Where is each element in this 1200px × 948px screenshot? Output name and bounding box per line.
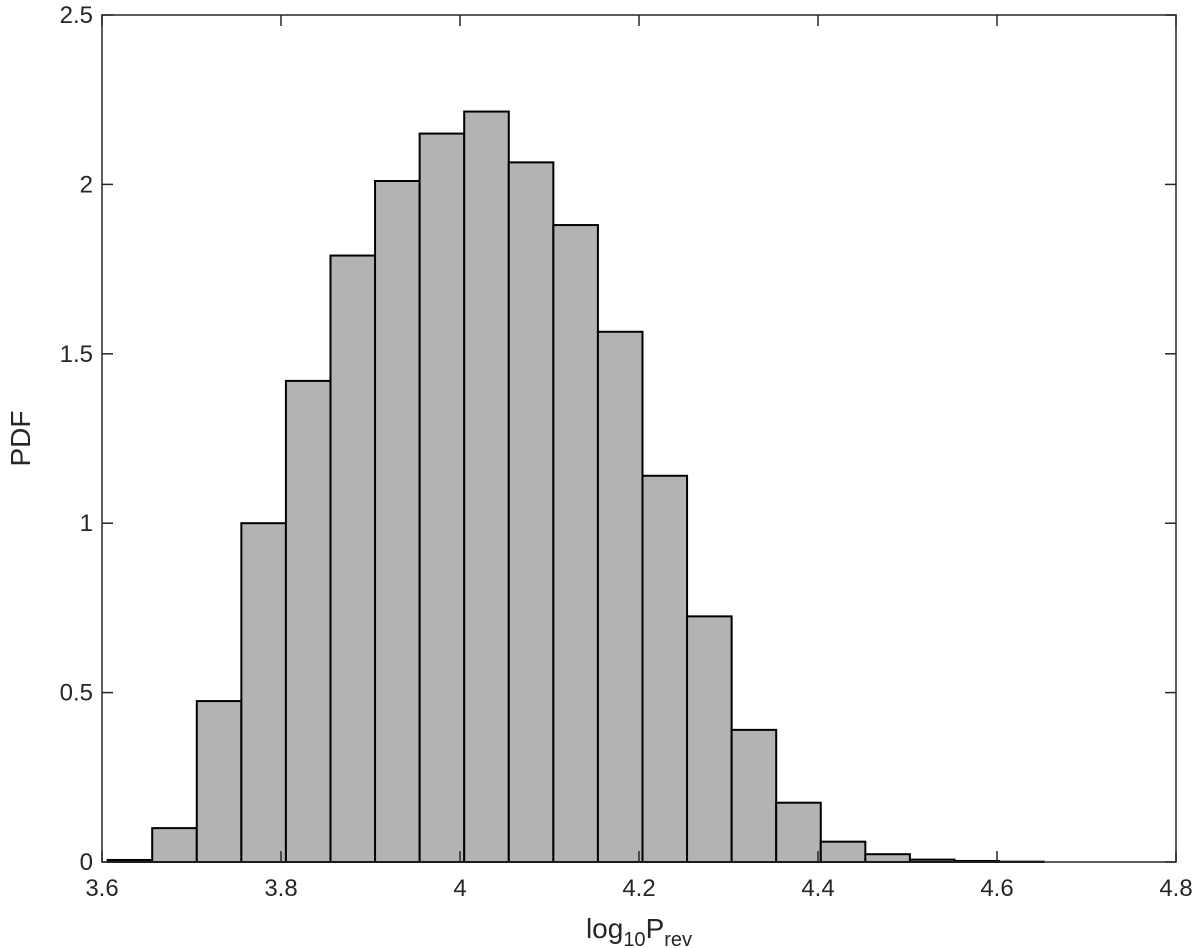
x-axis-label-base-sub: 10 [623, 929, 645, 948]
histogram-bar [329, 254, 377, 864]
histogram-bar [195, 700, 243, 863]
x-tick-label: 3.6 [85, 875, 118, 902]
histogram-bar [507, 161, 555, 864]
x-axis-label-main-sub: rev [664, 929, 692, 948]
y-tick-label: 2.5 [60, 2, 93, 29]
x-axis-label-base: log [586, 913, 623, 944]
histogram-bar [463, 110, 510, 864]
x-tick-label: 4.4 [801, 875, 834, 902]
histogram-bar [374, 180, 421, 863]
x-tick-label: 4.8 [1159, 875, 1192, 902]
x-axis-label: log10Prev [586, 913, 692, 948]
x-tick-label: 3.8 [264, 875, 297, 902]
histogram-bar [240, 522, 287, 863]
histogram-bar [284, 379, 332, 863]
histogram-bar [864, 853, 911, 863]
x-tick-label: 4 [453, 875, 466, 902]
y-tick-label: 0 [80, 849, 93, 876]
y-axis-label: PDF [5, 411, 36, 467]
y-tick-label: 1 [80, 510, 93, 537]
axis-ticks [101, 14, 1177, 863]
histogram-bar [819, 840, 867, 863]
histogram-bar [418, 132, 466, 863]
tick-labels: 3.6 3.8 4 4.2 4.4 4.6 4.8 0 0.5 1 1.5 2 2.5 [60, 2, 1193, 902]
histogram-bar [641, 474, 689, 863]
histogram-bar [151, 827, 198, 863]
x-tick-label: 4.2 [622, 875, 655, 902]
y-tick-label: 0.5 [60, 680, 93, 707]
histogram-bar [552, 224, 599, 863]
x-tick-label: 4.6 [980, 875, 1013, 902]
histogram-bar [596, 330, 644, 863]
histogram-bars [106, 110, 1045, 864]
y-tick-label: 2 [80, 171, 93, 198]
y-tick-label: 1.5 [60, 341, 93, 368]
histogram-bar [686, 615, 733, 863]
x-axis-label-main: P [646, 913, 665, 944]
histogram-bar [730, 728, 778, 863]
histogram-bar [775, 801, 822, 864]
